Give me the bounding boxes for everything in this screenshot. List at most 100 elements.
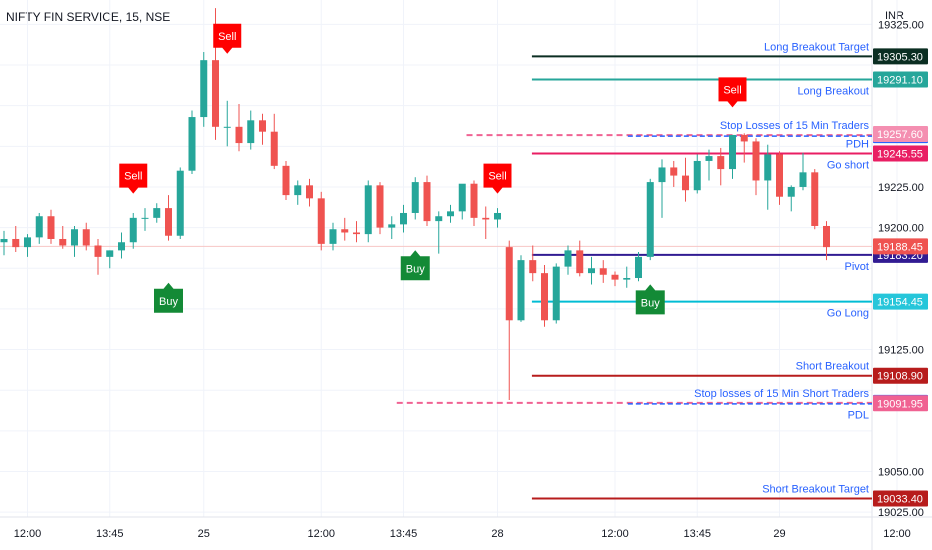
x-tick-label: 29 <box>773 528 785 540</box>
candle-body[interactable] <box>176 170 184 236</box>
candle-body[interactable] <box>200 60 208 118</box>
candle-body[interactable] <box>165 208 172 236</box>
candle-body[interactable] <box>329 229 337 244</box>
candle-body[interactable] <box>458 183 466 212</box>
candle-body[interactable] <box>588 268 595 274</box>
x-tick-label: 13:45 <box>390 528 418 540</box>
candle-body[interactable] <box>752 141 760 181</box>
candle-body[interactable] <box>247 120 255 144</box>
sell-signal[interactable]: Sell <box>718 77 747 108</box>
candle-body[interactable] <box>799 172 807 187</box>
candle-body[interactable] <box>294 185 302 196</box>
signal-marker[interactable] <box>213 23 242 54</box>
x-tick-label: 12:00 <box>883 528 911 540</box>
candle-body[interactable] <box>306 185 313 199</box>
candle-body[interactable] <box>740 134 748 142</box>
candle-body[interactable] <box>470 183 478 218</box>
x-tick-label: 25 <box>198 528 210 540</box>
candle-body[interactable] <box>35 216 43 238</box>
signal-marker[interactable] <box>483 163 512 194</box>
candle-body[interactable] <box>59 238 67 246</box>
candle-body[interactable] <box>611 274 619 280</box>
candle-body[interactable] <box>517 260 525 321</box>
candle-body[interactable] <box>529 260 537 274</box>
candle-body[interactable] <box>259 120 266 132</box>
candle-body[interactable] <box>658 167 666 183</box>
candle-body[interactable] <box>153 208 161 218</box>
x-tick-label: 13:45 <box>96 528 124 540</box>
chart-title: NIFTY FIN SERVICE, 15, NSE <box>6 10 171 24</box>
candle-body[interactable] <box>118 242 125 251</box>
y-tick-label: 19125.00 <box>878 345 924 357</box>
candle-body[interactable] <box>71 229 78 246</box>
candle-body[interactable] <box>423 182 431 222</box>
candle-body[interactable] <box>435 216 443 222</box>
candle-body[interactable] <box>106 250 114 257</box>
candle-body[interactable] <box>541 273 548 321</box>
level-label: PDH <box>846 139 869 151</box>
level-label: Short Breakout Target <box>762 483 869 495</box>
candle-body[interactable] <box>776 154 783 197</box>
candle-body[interactable] <box>635 256 642 279</box>
candle-body[interactable] <box>576 250 584 274</box>
candle-body[interactable] <box>505 247 513 321</box>
candle-body[interactable] <box>623 278 631 280</box>
signal-marker[interactable] <box>635 284 665 315</box>
candle-body[interactable] <box>24 237 31 248</box>
candle-body[interactable] <box>188 117 196 171</box>
signal-marker[interactable] <box>718 77 747 108</box>
candle-body[interactable] <box>12 238 20 248</box>
candle-body[interactable] <box>400 212 407 225</box>
candle-body[interactable] <box>670 167 678 176</box>
candle-body[interactable] <box>411 182 419 213</box>
candle-body[interactable] <box>564 250 572 267</box>
candle-body[interactable] <box>482 217 490 220</box>
buy-signal[interactable]: Buy <box>154 282 183 313</box>
price-box <box>873 145 928 162</box>
candle-body[interactable] <box>141 217 149 219</box>
sell-signal[interactable]: Sell <box>213 23 242 54</box>
candle-body[interactable] <box>0 238 8 243</box>
candle-body[interactable] <box>729 134 736 170</box>
candle-body[interactable] <box>787 186 795 197</box>
candle-body[interactable] <box>811 172 819 226</box>
candle-body[interactable] <box>717 156 725 170</box>
candle-body[interactable] <box>682 175 689 191</box>
candle-body[interactable] <box>223 126 231 128</box>
buy-signal[interactable]: Buy <box>635 284 665 315</box>
signal-marker[interactable] <box>154 282 183 313</box>
candle-body[interactable] <box>494 212 501 220</box>
candle-body[interactable] <box>212 60 219 127</box>
sell-signal[interactable]: Sell <box>483 163 512 194</box>
signal-marker[interactable] <box>119 163 148 194</box>
candle-body[interactable] <box>94 245 102 257</box>
candle-body[interactable] <box>447 211 454 217</box>
signal-marker[interactable] <box>400 250 430 281</box>
candle-body[interactable] <box>823 225 830 248</box>
candle-body[interactable] <box>353 232 360 235</box>
candle-body[interactable] <box>764 154 772 181</box>
candle-body[interactable] <box>235 126 243 144</box>
candle-body[interactable] <box>47 216 55 239</box>
buy-signal[interactable]: Buy <box>400 250 430 281</box>
y-tick-label: 19225.00 <box>878 182 924 194</box>
candle-body[interactable] <box>129 217 137 243</box>
candle-body[interactable] <box>317 198 325 244</box>
candle-body[interactable] <box>552 266 560 321</box>
signal-label: Buy <box>641 297 660 309</box>
price-box <box>873 395 928 412</box>
candle-body[interactable] <box>282 165 290 196</box>
candle-body[interactable] <box>341 229 349 233</box>
candle-body[interactable] <box>364 185 372 235</box>
candle-body[interactable] <box>376 185 384 228</box>
candle-body[interactable] <box>599 268 607 275</box>
candle-body[interactable] <box>388 224 396 228</box>
candle-body[interactable] <box>693 160 701 191</box>
candle-body[interactable] <box>705 156 713 161</box>
candle-body[interactable] <box>270 131 278 166</box>
candle-body[interactable] <box>82 229 90 246</box>
candle-body[interactable] <box>646 182 654 257</box>
sell-signal[interactable]: Sell <box>119 163 148 194</box>
level-label: Go Long <box>827 308 869 320</box>
